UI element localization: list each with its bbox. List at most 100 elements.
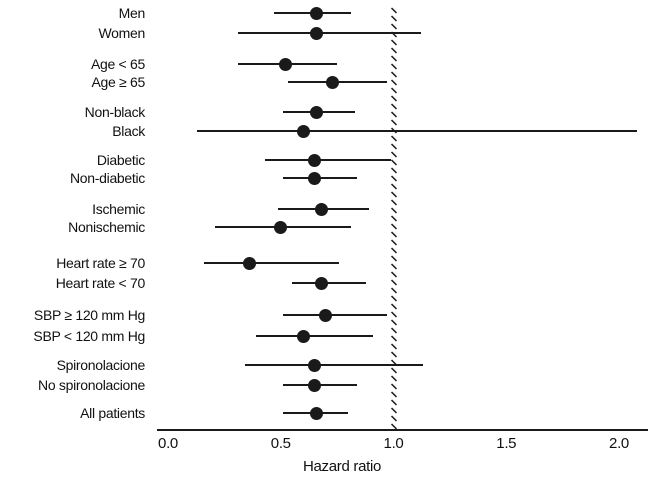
row-label: Heart rate < 70 — [55, 275, 146, 291]
x-axis-title: Hazard ratio — [302, 458, 382, 475]
ci-line — [244, 364, 423, 366]
ci-line — [204, 262, 340, 264]
row-label: Men — [118, 5, 146, 21]
reference-dash — [390, 383, 398, 390]
row-label: SBP < 120 mm Hg — [33, 328, 145, 344]
point-marker — [314, 202, 328, 216]
reference-dash — [390, 215, 398, 222]
reference-dash — [390, 95, 398, 102]
point-marker — [310, 105, 324, 119]
reference-dash — [390, 279, 398, 286]
ci-line — [283, 314, 387, 316]
reference-dash — [390, 15, 398, 22]
row-label: Ischemic — [92, 201, 145, 217]
reference-dash — [390, 319, 398, 326]
reference-dash — [390, 191, 398, 198]
ci-line — [255, 335, 374, 337]
reference-dash — [390, 399, 398, 406]
ci-line — [264, 159, 392, 161]
reference-dash — [390, 39, 398, 46]
reference-dash — [390, 23, 398, 30]
reference-dash — [390, 311, 398, 318]
row-label: Non-black — [84, 104, 146, 120]
point-marker — [296, 329, 310, 343]
reference-dash — [390, 415, 398, 422]
reference-dash — [390, 375, 398, 382]
reference-dash — [390, 263, 398, 270]
x-tick-label: 1.5 — [496, 435, 517, 452]
reference-dash — [390, 167, 398, 174]
point-marker — [308, 171, 322, 185]
row-label: Black — [112, 123, 145, 139]
point-marker — [310, 6, 324, 20]
reference-dash — [390, 103, 398, 110]
reference-dash — [390, 287, 398, 294]
row-label: Age < 65 — [90, 56, 145, 72]
reference-line-hr-1 — [390, 7, 398, 430]
reference-dash — [390, 127, 398, 134]
row-label: Diabetic — [96, 152, 145, 168]
reference-dash — [390, 223, 398, 230]
reference-dash — [390, 407, 398, 414]
row-label: All patients — [80, 405, 145, 421]
point-marker — [314, 276, 328, 290]
point-marker — [310, 406, 324, 420]
reference-dash — [390, 151, 398, 158]
reference-dash — [390, 391, 398, 398]
point-marker — [242, 256, 256, 270]
reference-dash — [390, 343, 398, 350]
reference-dash — [390, 119, 398, 126]
reference-dash — [390, 47, 398, 54]
x-tick-label: 2.0 — [609, 435, 629, 452]
x-tick-label: 0.0 — [158, 435, 178, 452]
reference-dash — [390, 303, 398, 310]
ci-line — [292, 282, 367, 284]
reference-dash — [390, 327, 398, 334]
reference-dash — [390, 175, 398, 182]
reference-dash — [390, 7, 398, 14]
x-tick-label: 1.0 — [383, 435, 404, 452]
point-marker — [308, 153, 322, 167]
point-marker — [274, 220, 288, 234]
reference-dash — [390, 351, 398, 358]
reference-dash — [390, 55, 398, 62]
reference-dash — [390, 255, 398, 262]
reference-dash — [390, 183, 398, 190]
x-tick-label: 0.5 — [270, 435, 291, 452]
point-marker — [278, 57, 292, 71]
reference-dash — [390, 247, 398, 254]
point-marker — [308, 378, 322, 392]
row-label: Non-diabetic — [70, 170, 145, 186]
reference-dash — [390, 199, 398, 206]
reference-dash — [390, 135, 398, 142]
point-marker — [319, 308, 333, 322]
point-marker — [308, 358, 322, 372]
reference-dash — [390, 239, 398, 246]
reference-dash — [390, 231, 398, 238]
reference-dash — [390, 31, 398, 38]
ci-line — [237, 32, 421, 34]
point-marker — [326, 75, 340, 89]
reference-dash — [390, 111, 398, 118]
reference-dash — [390, 79, 398, 86]
ci-line — [197, 130, 638, 132]
reference-dash — [390, 359, 398, 366]
reference-dash — [390, 207, 398, 214]
reference-dash — [390, 335, 398, 342]
reference-dash — [390, 71, 398, 78]
reference-dash — [390, 271, 398, 278]
row-label: SBP ≥ 120 mm Hg — [33, 307, 145, 323]
reference-dash — [390, 295, 398, 302]
reference-dash — [390, 367, 398, 374]
point-marker — [296, 124, 310, 138]
reference-dash — [390, 87, 398, 94]
row-label: Spironolacione — [56, 357, 146, 373]
reference-dash — [390, 423, 398, 430]
row-label: Age ≥ 65 — [91, 74, 145, 90]
point-marker — [310, 26, 324, 40]
row-label: No spironolacione — [38, 377, 145, 393]
x-axis-line — [157, 429, 648, 431]
reference-dash — [390, 63, 398, 70]
reference-dash — [390, 143, 398, 150]
